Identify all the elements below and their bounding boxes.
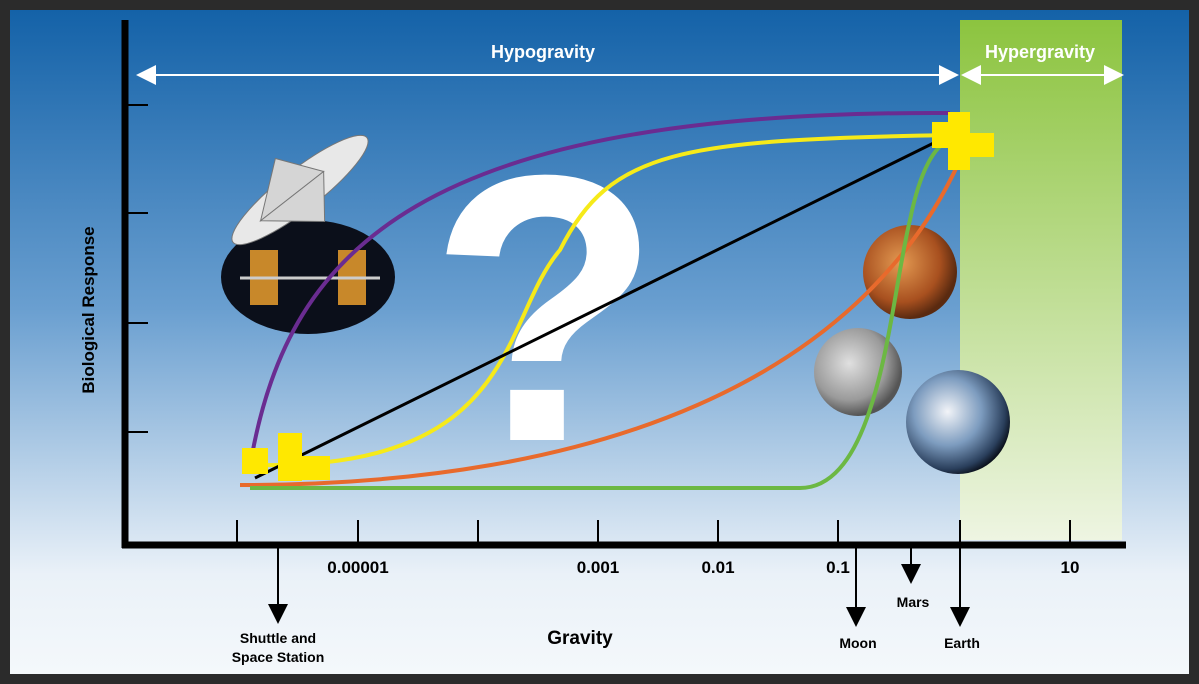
marker-label: Earth [944, 635, 980, 651]
y-axis-title: Biological Response [79, 226, 98, 393]
mars-image [863, 225, 957, 319]
hypergravity-label: Hypergravity [985, 42, 1095, 62]
orange-curve [239, 159, 962, 487]
green-curve [250, 138, 951, 490]
purple-curve [250, 110, 951, 456]
marker-label: Shuttle and [240, 630, 316, 646]
x-ticks [236, 520, 1071, 545]
x-tick-label: 10 [1061, 558, 1080, 577]
marker-labels: Shuttle and Space Station Moon Mars Earth [232, 594, 980, 665]
x-tick-label: 0.00001 [327, 558, 388, 577]
x-tick-labels: 0.00001 0.001 0.01 0.1 10 [327, 558, 1079, 577]
y-ticks [125, 104, 148, 433]
hypogravity-label: Hypogravity [491, 42, 595, 62]
earth-image [906, 370, 1010, 474]
x-tick-label: 0.1 [826, 558, 850, 577]
moon-image [814, 328, 902, 416]
shuttle-image [231, 134, 369, 246]
yellow-curve [254, 133, 951, 468]
markers [242, 112, 994, 481]
marker-label: Moon [839, 635, 876, 651]
question-mark: ? [429, 96, 661, 521]
curves [239, 110, 962, 490]
x-tick-label: 0.01 [701, 558, 734, 577]
x-axis-title: Gravity [547, 628, 613, 649]
black-line [254, 128, 961, 480]
marker-label: Space Station [232, 649, 325, 665]
marker-label: Mars [897, 594, 930, 610]
marker-arrows [268, 548, 970, 627]
x-tick-label: 0.001 [577, 558, 620, 577]
